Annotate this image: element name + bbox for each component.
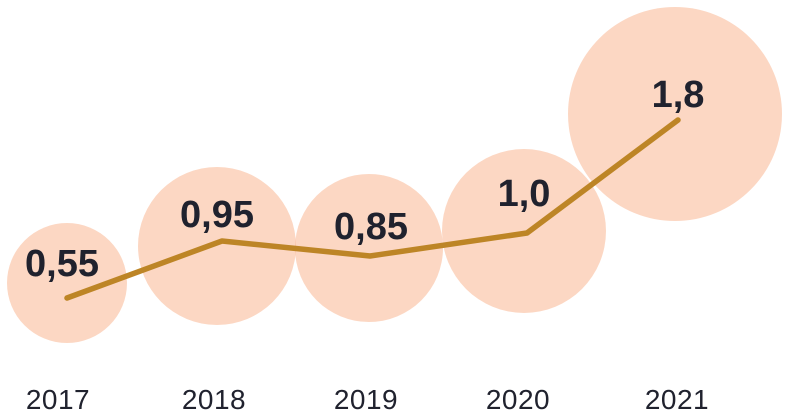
value-label-2020: 1,0 xyxy=(498,173,551,215)
value-label-2018: 0,95 xyxy=(180,194,254,236)
value-label-2017: 0,55 xyxy=(25,243,99,285)
year-label-2020: 2020 xyxy=(486,384,550,415)
bubble-2017 xyxy=(7,223,127,343)
bubble-2021 xyxy=(568,7,782,221)
year-label-2017: 2017 xyxy=(26,384,90,415)
bubble-2018 xyxy=(138,167,296,325)
year-label-2019: 2019 xyxy=(334,384,398,415)
value-label-2021: 1,8 xyxy=(652,74,705,116)
trend-line xyxy=(64,117,681,301)
bubble-2019 xyxy=(295,174,443,322)
value-label-2019: 0,85 xyxy=(334,206,408,248)
year-label-2018: 2018 xyxy=(182,384,246,415)
year-label-2021: 2021 xyxy=(645,384,709,415)
